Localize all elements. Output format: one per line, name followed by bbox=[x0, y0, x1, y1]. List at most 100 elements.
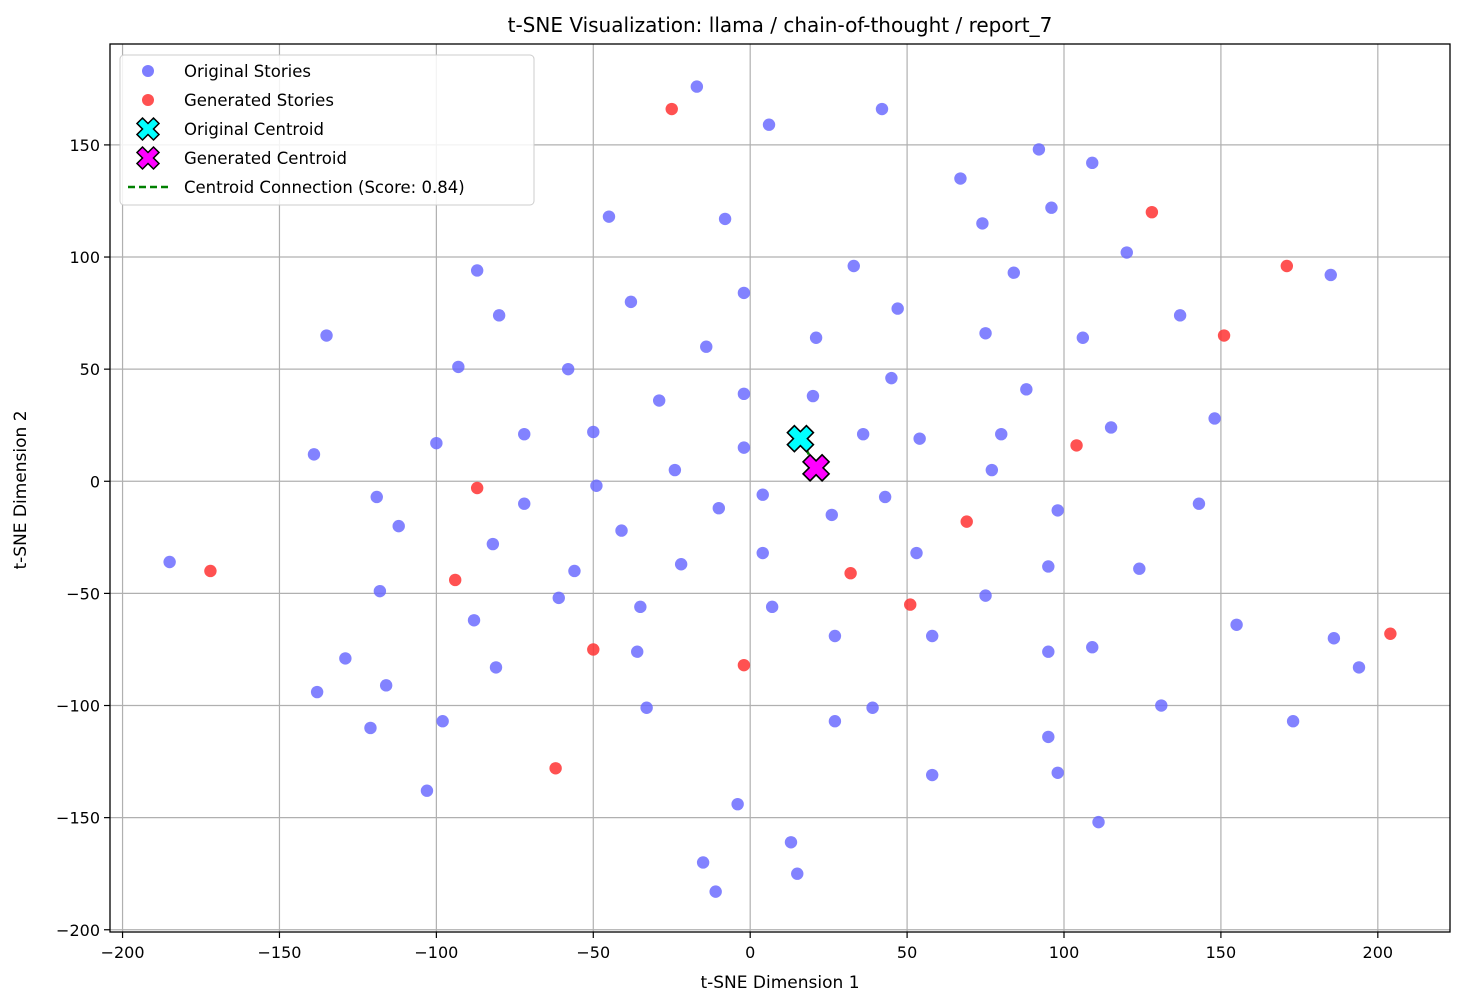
original-story-point bbox=[420, 784, 434, 797]
original-story-point bbox=[310, 685, 324, 699]
original-story-point bbox=[486, 537, 500, 551]
original-story-point bbox=[1133, 562, 1146, 575]
original-story-point bbox=[891, 302, 904, 315]
original-story-point bbox=[652, 394, 666, 407]
original-story-point bbox=[913, 432, 926, 445]
generated-story-point bbox=[470, 481, 484, 495]
original-story-point bbox=[737, 387, 751, 401]
original-story-point bbox=[489, 661, 503, 674]
original-story-point bbox=[364, 721, 377, 735]
original-story-point bbox=[1032, 143, 1046, 156]
original-story-point bbox=[1086, 156, 1099, 170]
original-story-point bbox=[467, 614, 481, 627]
original-story-point bbox=[518, 427, 531, 441]
original-story-point bbox=[910, 546, 923, 560]
generated-story-point bbox=[904, 598, 917, 611]
x-tick-label: 100 bbox=[1049, 943, 1080, 962]
original-story-point bbox=[1155, 699, 1168, 712]
original-story-point bbox=[1042, 730, 1055, 744]
original-story-point bbox=[631, 645, 644, 658]
generated-story-point bbox=[960, 515, 973, 528]
original-story-point bbox=[640, 701, 653, 714]
grid-lines bbox=[110, 44, 1450, 932]
original-story-point bbox=[373, 584, 387, 598]
original-story-point bbox=[784, 836, 798, 849]
generated-story-point bbox=[1145, 205, 1159, 219]
original-story-point bbox=[700, 340, 713, 353]
y-tick-label: 100 bbox=[69, 248, 100, 267]
original-story-point bbox=[1092, 815, 1105, 829]
original-story-point bbox=[587, 425, 600, 439]
original-story-point bbox=[452, 360, 465, 374]
legend-label-generated: Generated Stories bbox=[184, 91, 334, 110]
centroid-markers bbox=[786, 424, 831, 482]
original-story-point bbox=[979, 589, 992, 602]
original-story-point bbox=[624, 295, 638, 309]
legend-marker-original bbox=[142, 65, 154, 77]
x-tick-label: 0 bbox=[745, 943, 755, 962]
original-story-point bbox=[674, 558, 688, 571]
original-story-point bbox=[828, 715, 842, 728]
original-story-point bbox=[1352, 661, 1366, 674]
original-story-point bbox=[1327, 632, 1341, 645]
original-story-point bbox=[809, 331, 823, 344]
legend: Original Stories Generated Stories Origi… bbox=[119, 54, 535, 206]
original-story-point bbox=[1120, 246, 1133, 259]
original-story-point bbox=[762, 118, 776, 131]
original-story-point bbox=[828, 629, 842, 643]
scatter-points bbox=[163, 80, 1397, 898]
x-tick-label: −200 bbox=[101, 943, 145, 962]
original-story-point bbox=[339, 652, 352, 665]
legend-label-original: Original Stories bbox=[184, 62, 311, 81]
original-story-point bbox=[568, 564, 581, 578]
original-story-point bbox=[712, 501, 726, 515]
original-story-point bbox=[985, 463, 999, 477]
original-story-point bbox=[954, 172, 967, 185]
legend-label-original-centroid: Original Centroid bbox=[184, 120, 324, 139]
original-story-point bbox=[552, 591, 565, 605]
original-story-point bbox=[737, 441, 751, 454]
original-story-point bbox=[875, 102, 889, 116]
x-axis-label: t-SNE Dimension 1 bbox=[700, 973, 859, 993]
y-tick-label: 50 bbox=[80, 360, 100, 379]
generated-centroid-marker bbox=[801, 453, 831, 482]
original-story-point bbox=[1208, 412, 1221, 425]
original-story-point bbox=[1051, 504, 1064, 517]
y-tick-label: −150 bbox=[56, 809, 100, 828]
original-story-point bbox=[561, 362, 575, 376]
original-story-point bbox=[1173, 309, 1187, 322]
legend-marker-original-centroid bbox=[135, 116, 161, 142]
original-story-point bbox=[370, 490, 383, 504]
original-story-point bbox=[926, 629, 939, 643]
original-story-point bbox=[590, 479, 603, 492]
legend-marker-generated-centroid bbox=[135, 145, 161, 171]
original-story-point bbox=[470, 264, 484, 277]
x-tick-label: −150 bbox=[257, 943, 301, 962]
x-tick-label: 200 bbox=[1363, 943, 1394, 962]
original-story-point bbox=[806, 389, 820, 403]
original-story-point bbox=[825, 508, 838, 522]
original-story-point bbox=[1042, 560, 1055, 573]
y-tick-label: 150 bbox=[69, 136, 100, 155]
original-story-point bbox=[696, 856, 710, 869]
original-story-point bbox=[765, 600, 779, 614]
original-story-point bbox=[866, 701, 879, 714]
original-story-point bbox=[1324, 268, 1337, 282]
x-tick-label: 50 bbox=[897, 943, 917, 962]
original-story-point bbox=[1086, 641, 1099, 654]
original-story-point bbox=[756, 546, 769, 560]
original-story-point bbox=[668, 463, 682, 477]
original-story-point bbox=[878, 490, 892, 504]
legend-marker-generated bbox=[142, 94, 154, 106]
x-tick-label: 150 bbox=[1206, 943, 1237, 962]
original-story-point bbox=[979, 327, 992, 340]
generated-story-point bbox=[587, 643, 600, 656]
original-story-point bbox=[1192, 497, 1206, 510]
generated-story-point bbox=[1070, 439, 1083, 452]
original-story-point bbox=[379, 679, 393, 692]
generated-story-point bbox=[1280, 259, 1294, 273]
original-story-point bbox=[791, 867, 804, 880]
original-story-point bbox=[709, 885, 722, 898]
original-story-point bbox=[436, 715, 449, 728]
